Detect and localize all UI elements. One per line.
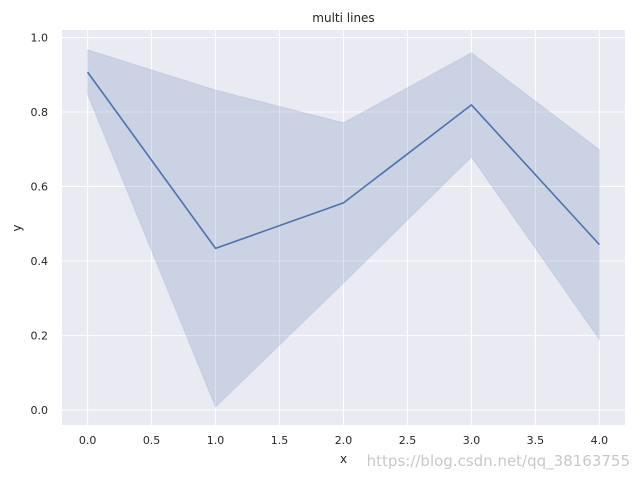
watermark-text: https://blog.csdn.net/qq_38163755 <box>366 452 630 470</box>
grid-lines <box>62 30 625 425</box>
y-tick-label: 0.6 <box>31 181 49 194</box>
y-axis-label: y <box>10 224 24 231</box>
chart-title: multi lines <box>312 11 374 25</box>
y-tick-labels: 0.0 0.2 0.4 0.6 0.8 1.0 <box>31 31 49 417</box>
y-tick-label: 1.0 <box>31 31 49 44</box>
y-tick-label: 0.2 <box>31 330 49 343</box>
x-tick-label: 1.5 <box>271 434 289 447</box>
y-tick-label: 0.0 <box>31 404 49 417</box>
y-tick-label: 0.8 <box>31 106 49 119</box>
x-tick-label: 0.0 <box>79 434 97 447</box>
x-tick-label: 3.0 <box>463 434 481 447</box>
x-tick-label: 4.0 <box>591 434 609 447</box>
y-tick-label: 0.4 <box>31 255 49 268</box>
x-tick-label: 2.0 <box>335 434 353 447</box>
x-tick-label: 3.5 <box>527 434 545 447</box>
x-tick-label: 1.0 <box>207 434 225 447</box>
x-tick-labels: 0.0 0.5 1.0 1.5 2.0 2.5 3.0 3.5 4.0 <box>79 434 608 447</box>
series-lines <box>86 71 600 250</box>
x-axis-label: x <box>340 452 347 466</box>
x-tick-label: 0.5 <box>143 434 161 447</box>
confidence-band <box>87 49 600 408</box>
x-tick-label: 2.5 <box>399 434 417 447</box>
confidence-bands <box>87 49 600 408</box>
